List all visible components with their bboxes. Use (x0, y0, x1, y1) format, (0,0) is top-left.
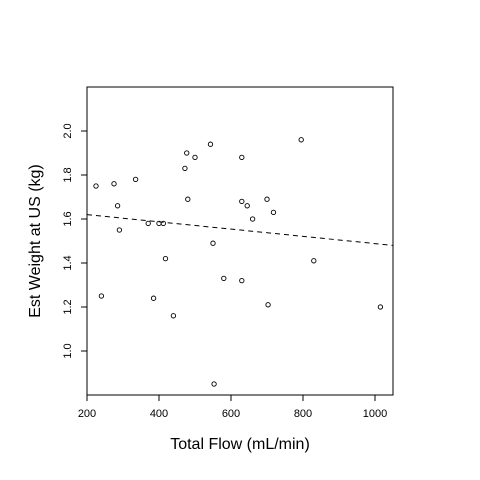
data-point (162, 255, 169, 262)
data-point (377, 304, 384, 310)
y-tick-label: 2.0 (62, 123, 74, 138)
data-point (160, 220, 166, 227)
data-point (311, 258, 317, 264)
trend-line (86, 214, 394, 246)
data-point (145, 220, 151, 227)
x-tick-label: 600 (222, 408, 240, 420)
x-tick-label: 1000 (363, 408, 387, 420)
data-point (170, 313, 177, 319)
y-axis-title: Est Weight at US (kg) (27, 164, 44, 318)
data-point (150, 295, 157, 301)
x-axis-title: Total Flow (mL/min) (170, 436, 310, 453)
data-point (298, 137, 304, 143)
data-point (265, 302, 271, 308)
y-tick-label: 1.6 (62, 211, 74, 226)
data-point (114, 203, 121, 209)
data-point (93, 183, 99, 189)
data-point (182, 165, 188, 172)
data-points (93, 137, 384, 387)
plot-frame (86, 86, 394, 396)
data-point (249, 216, 256, 222)
data-point (185, 196, 191, 202)
data-point (239, 277, 245, 284)
data-point (184, 150, 190, 156)
data-point (244, 203, 250, 209)
data-point (221, 275, 227, 282)
y-tick-label: 1.2 (62, 299, 74, 314)
y-tick-label: 1.4 (62, 255, 74, 270)
data-point (132, 176, 139, 183)
x-axis: 200 400 600 800 1000 (78, 395, 387, 420)
y-tick-label: 1.0 (62, 343, 74, 358)
x-tick-label: 400 (150, 408, 168, 420)
y-axis: 1.0 1.2 1.4 1.6 1.8 2.0 (62, 123, 87, 359)
data-point (98, 293, 105, 299)
data-point (192, 154, 198, 161)
data-point (270, 209, 277, 216)
data-point (116, 227, 123, 233)
data-point (239, 154, 245, 161)
data-point (207, 141, 214, 147)
data-point (211, 381, 217, 387)
data-point (239, 198, 245, 205)
data-point (264, 196, 270, 202)
x-tick-label: 200 (78, 408, 96, 420)
data-point (111, 181, 117, 187)
data-point (210, 240, 216, 246)
y-tick-label: 1.8 (62, 167, 74, 182)
x-tick-label: 800 (294, 408, 312, 420)
